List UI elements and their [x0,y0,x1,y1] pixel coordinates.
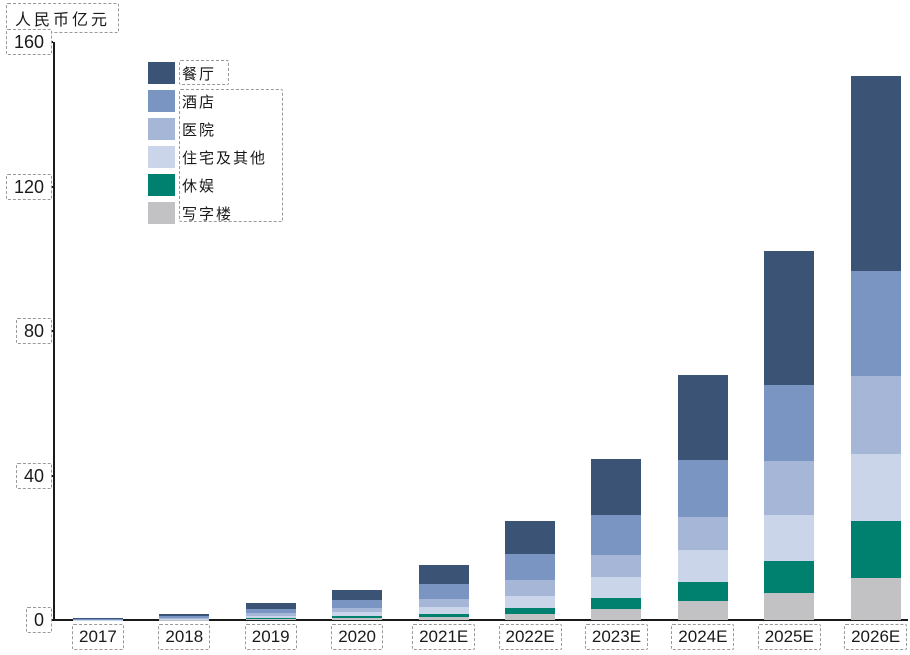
bar-segment-休娱 [764,560,815,593]
bar-2024E [677,375,728,620]
bar-segment-酒店 [591,515,642,555]
x-tick-label-2019: 2019 [244,624,297,650]
bar-segment-医院 [159,617,210,619]
legend-swatch-icon [148,90,175,112]
bar-segment-住宅及其他 [418,607,469,615]
bar-segment-医院 [764,460,815,515]
legend-swatch-icon [148,146,175,168]
bar-segment-休娱 [245,617,296,619]
bar-segment-酒店 [677,459,728,517]
y-tick-label: 80 [16,318,53,344]
bar-segment-酒店 [850,271,901,377]
x-tick-label-2020: 2020 [331,624,384,650]
bar-segment-医院 [850,376,901,454]
bar-segment-住宅及其他 [159,618,210,620]
bar-segment-餐厅 [332,589,383,601]
bar-2017 [73,617,123,620]
bar-segment-住宅及其他 [505,596,555,609]
legend-label: 住宅及其他 [182,149,268,167]
x-tick-label-2022E: 2022E [498,624,562,650]
x-tick-label-2024E: 2024E [671,624,735,650]
bar-segment-写字楼 [245,618,296,620]
legend-label: 餐厅 [182,65,217,83]
bar-segment-住宅及其他 [850,453,901,521]
bar-segment-休娱 [332,616,383,619]
bar-2021E [418,564,469,620]
bar-segment-餐厅 [505,521,555,555]
bar-2020 [332,589,383,620]
bar-segment-住宅及其他 [764,514,815,561]
legend-annotation-box-first [179,60,229,85]
x-tick-label-2017: 2017 [72,624,124,650]
bar-segment-医院 [677,516,728,550]
y-tick-label: 160 [6,29,53,55]
y-axis-line [53,42,55,620]
legend-swatch-icon [148,62,175,84]
bar-segment-餐厅 [73,617,123,619]
bar-segment-写字楼 [418,617,469,620]
bar-segment-餐厅 [418,564,469,585]
y-axis-unit-label: 人民币亿元 [6,3,120,33]
bar-segment-酒店 [505,554,555,580]
legend-label: 写字楼 [182,205,234,223]
legend-swatch-icon [148,202,175,224]
bar-2025E [764,251,815,620]
bar-segment-写字楼 [764,592,815,620]
bar-segment-住宅及其他 [332,611,383,617]
legend-label: 酒店 [182,93,217,111]
bar-2018 [159,614,210,620]
bar-segment-住宅及其他 [677,549,728,582]
bar-segment-医院 [332,607,383,612]
bar-segment-医院 [418,598,469,607]
bar-segment-餐厅 [591,459,642,516]
legend-label: 休娱 [182,177,217,195]
bar-segment-写字楼 [591,609,642,620]
bar-segment-餐厅 [764,251,815,385]
legend-swatch-icon [148,118,175,140]
bar-segment-住宅及其他 [591,576,642,599]
x-tick-label-2023E: 2023E [584,624,649,650]
x-tick-label-2025E: 2025E [757,624,821,650]
x-tick-label-2021E: 2021E [412,624,476,650]
bar-segment-医院 [245,613,296,616]
y-tick-label: 40 [16,462,53,489]
bar-segment-酒店 [332,600,383,608]
bar-segment-休娱 [418,614,469,618]
bar-segment-餐厅 [159,614,210,617]
bar-segment-医院 [591,554,642,577]
bar-segment-酒店 [73,618,123,620]
bar-2023E [591,459,642,620]
x-tick-label-2026E: 2026E [844,624,908,650]
legend-swatch-icon [148,174,175,196]
bar-2022E [505,521,555,620]
bar-segment-写字楼 [332,618,383,620]
bar-segment-酒店 [245,608,296,614]
bar-segment-住宅及其他 [245,615,296,618]
legend-label: 医院 [182,121,217,139]
bar-segment-休娱 [591,598,642,610]
bar-segment-餐厅 [850,76,901,272]
bar-2019 [245,602,296,620]
bar-segment-写字楼 [677,600,728,620]
x-axis-line [53,619,908,621]
y-tick-label: 0 [26,607,53,633]
bar-segment-休娱 [850,520,901,579]
bar-segment-医院 [505,579,555,597]
bar-segment-酒店 [418,584,469,599]
bar-segment-休娱 [505,608,555,614]
bar-segment-酒店 [159,616,210,618]
y-tick-label: 120 [6,173,53,200]
x-tick-label-2018: 2018 [158,624,211,650]
bar-segment-餐厅 [677,375,728,460]
bar-segment-写字楼 [850,578,901,620]
legend-annotation-box-rest [179,89,283,222]
bar-segment-写字楼 [505,613,555,620]
bar-segment-餐厅 [245,602,296,609]
bar-segment-休娱 [677,581,728,601]
bar-segment-酒店 [764,384,815,461]
bar-2026E [850,76,901,620]
